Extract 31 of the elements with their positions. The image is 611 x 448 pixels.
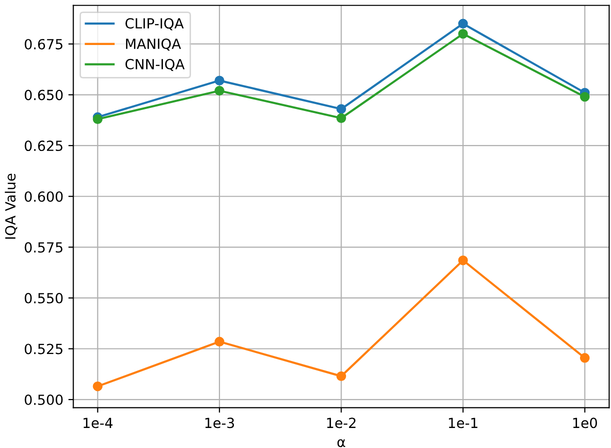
point: [336, 113, 346, 124]
y-tick-label: 0.550: [24, 292, 63, 304]
point: [92, 114, 103, 124]
x-tick-label: 1e0: [573, 418, 597, 428]
y-tick-label: 0.625: [24, 140, 62, 152]
x-tick-label: 1e-4: [84, 418, 113, 428]
point: [458, 28, 468, 39]
point: [458, 256, 468, 266]
x-tick-label: 1e-3: [205, 418, 234, 428]
point: [214, 86, 224, 96]
y-axis-title: IQA Value: [4, 174, 18, 239]
x-tick-label: 1e-2: [327, 418, 356, 428]
point: [336, 104, 346, 114]
x-tick-label: 1e-1: [448, 418, 478, 428]
x-axis-title: α: [337, 439, 346, 448]
y-tick-label: 0.650: [24, 90, 63, 100]
y-tick-label: 0.600: [24, 191, 63, 202]
legend-label: MANIQA: [126, 38, 181, 51]
point: [214, 76, 224, 86]
point: [580, 92, 590, 102]
legend-label: CLIP-IQA: [125, 18, 184, 30]
point: [336, 371, 346, 382]
point: [458, 18, 468, 29]
point: [214, 336, 224, 347]
y-tick-label: 0.575: [24, 242, 62, 253]
point: [92, 381, 103, 392]
y-tick-label: 0.500: [24, 394, 63, 406]
y-tick-label: 0.525: [24, 344, 62, 354]
point: [580, 353, 590, 363]
legend-label: CNN-IQA: [125, 58, 185, 71]
y-tick-label: 0.675: [24, 38, 62, 50]
